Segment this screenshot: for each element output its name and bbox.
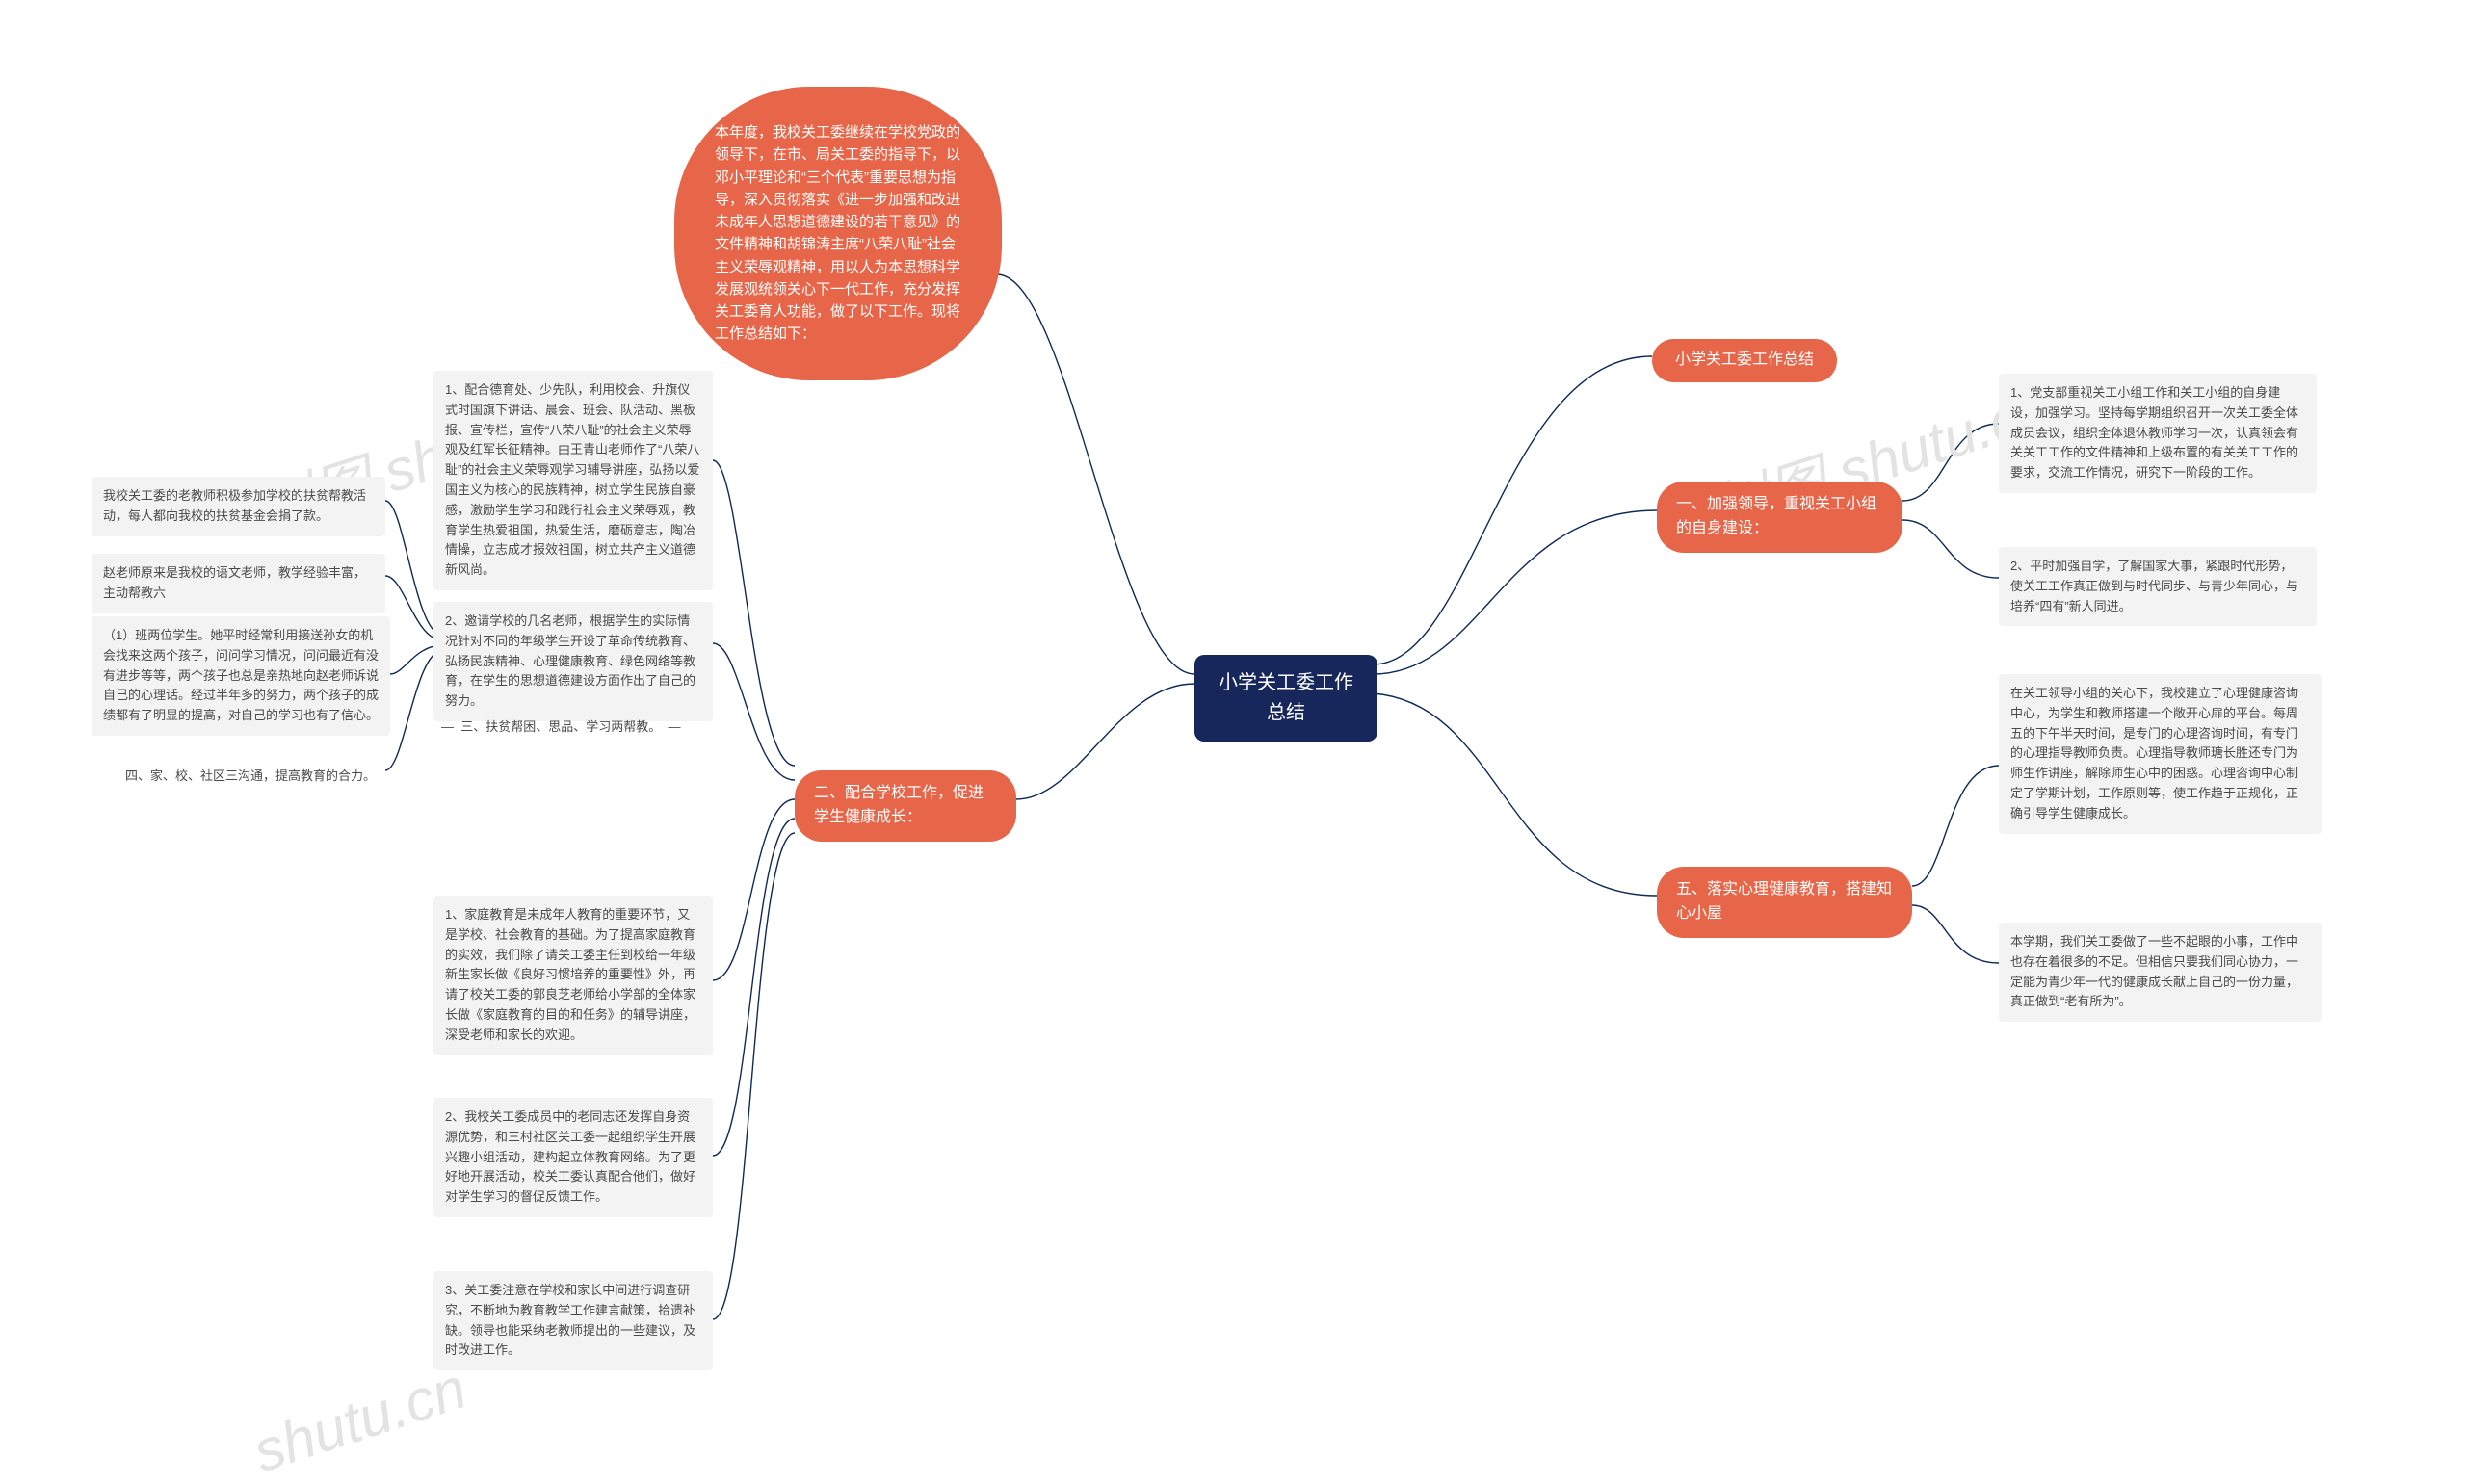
watermark: shutu.cn <box>246 1355 474 1484</box>
section3-item-4: 四、家、校、社区三沟通，提高教育的合力。 <box>125 763 385 791</box>
section3-label-text: — 三、扶贫帮困、思品、学习两帮教。 — <box>441 719 680 734</box>
section5-item-1: 在关工领导小组的关心下，我校建立了心理健康咨询中心，为学生和教师搭建一个敞开心扉… <box>1999 674 2322 834</box>
section2-item-3: 1、家庭教育是未成年人教育的重要环节，又是学校、社会教育的基础。为了提高家庭教育… <box>433 896 713 1055</box>
section2-item-3-text: 1、家庭教育是未成年人教育的重要环节，又是学校、社会教育的基础。为了提高家庭教育… <box>445 907 695 1042</box>
section1-item-2: 2、平时加强自学，了解国家大事，紧跟时代形势，使关工工作真正做到与时代同步、与青… <box>1999 547 2317 626</box>
section1-label: 一、加强领导，重视关工小组的自身建设： <box>1676 496 1876 536</box>
section1-item-1: 1、党支部重视关工小组工作和关工小组的自身建设，加强学习。坚持每学期组织召开一次… <box>1999 374 2317 493</box>
section2-item-1-text: 1、配合德育处、少先队，利用校会、升旗仪式时国旗下讲话、晨会、班会、队活动、黑板… <box>445 382 699 577</box>
section3-item-2: 赵老师原来是我校的语文老师，教学经验丰富，主动帮教六 <box>92 554 385 613</box>
section2-node[interactable]: 二、配合学校工作，促进学生健康成长： <box>795 770 1016 842</box>
intro-text: 本年度，我校关工委继续在学校党政的领导下，在市、局关工委的指导下，以邓小平理论和… <box>715 124 960 342</box>
mindmap-root[interactable]: 小学关工委工作总结 <box>1194 655 1377 742</box>
section5-label: 五、落实心理健康教育，搭建知心小屋 <box>1676 881 1892 922</box>
section5-item-1-text: 在关工领导小组的关心下，我校建立了心理健康咨询中心，为学生和教师搭建一个敞开心扉… <box>2010 686 2298 820</box>
section2-item-5-text: 3、关工委注意在学校和家长中间进行调查研究，不断地为教育教学工作建言献策，拾遗补… <box>445 1283 695 1357</box>
section2-item-2: 2、邀请学校的几名老师，根据学生的实际情况针对不同的年级学生开设了革命传统教育、… <box>433 602 713 721</box>
section3-label: — 三、扶贫帮困、思品、学习两帮教。 — <box>441 717 682 737</box>
section3-item-1-text: 我校关工委的老教师积极参加学校的扶贫帮教活动，每人都向我校的扶贫基金会捐了款。 <box>103 488 366 523</box>
section2-item-5: 3、关工委注意在学校和家长中间进行调查研究，不断地为教育教学工作建言献策，拾遗补… <box>433 1271 713 1370</box>
section1-item-2-text: 2、平时加强自学，了解国家大事，紧跟时代形势，使关工工作真正做到与时代同步、与青… <box>2010 559 2298 613</box>
section1-item-1-text: 1、党支部重视关工小组工作和关工小组的自身建设，加强学习。坚持每学期组织召开一次… <box>2010 385 2298 480</box>
right-title-label: 小学关工委工作总结 <box>1675 351 1814 368</box>
section3-item-3: （1）班两位学生。她平时经常利用接送孙女的机会找来这两个孩子，问问学习情况，问问… <box>92 616 390 736</box>
section5-item-2: 本学期，我们关工委做了一些不起眼的小事，工作中也存在着很多的不足。但相信只要我们… <box>1999 923 2322 1022</box>
section2-item-4-text: 2、我校关工委成员中的老同志还发挥自身资源优势，和三村社区关工委一起组织学生开展… <box>445 1109 695 1204</box>
section2-item-1: 1、配合德育处、少先队，利用校会、升旗仪式时国旗下讲话、晨会、班会、队活动、黑板… <box>433 371 713 590</box>
section1-node[interactable]: 一、加强领导，重视关工小组的自身建设： <box>1657 482 1902 553</box>
section3-item-1: 我校关工委的老教师积极参加学校的扶贫帮教活动，每人都向我校的扶贫基金会捐了款。 <box>92 477 385 536</box>
intro-node[interactable]: 本年度，我校关工委继续在学校党政的领导下，在市、局关工委的指导下，以邓小平理论和… <box>674 87 1002 380</box>
right-title-node[interactable]: 小学关工委工作总结 <box>1652 339 1837 382</box>
section3-item-4-text: 四、家、校、社区三沟通，提高教育的合力。 <box>125 768 376 783</box>
section5-node[interactable]: 五、落实心理健康教育，搭建知心小屋 <box>1657 867 1912 938</box>
section2-item-2-text: 2、邀请学校的几名老师，根据学生的实际情况针对不同的年级学生开设了革命传统教育、… <box>445 613 695 708</box>
section5-item-2-text: 本学期，我们关工委做了一些不起眼的小事，工作中也存在着很多的不足。但相信只要我们… <box>2010 934 2298 1008</box>
section2-item-4: 2、我校关工委成员中的老同志还发挥自身资源优势，和三村社区关工委一起组织学生开展… <box>433 1098 713 1217</box>
section3-item-2-text: 赵老师原来是我校的语文老师，教学经验丰富，主动帮教六 <box>103 565 366 600</box>
section2-label: 二、配合学校工作，促进学生健康成长： <box>814 785 984 825</box>
section3-item-3-text: （1）班两位学生。她平时经常利用接送孙女的机会找来这两个孩子，问问学习情况，问问… <box>103 628 379 722</box>
root-label: 小学关工委工作总结 <box>1219 672 1353 723</box>
